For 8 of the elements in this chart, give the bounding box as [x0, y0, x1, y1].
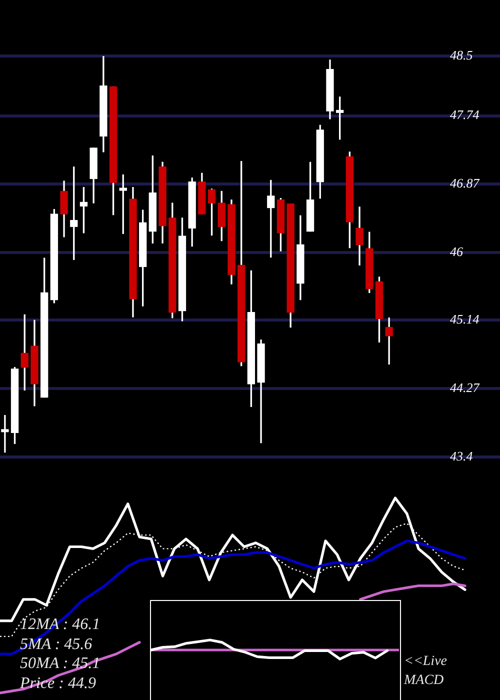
y-tick-label: 43.4 — [450, 448, 474, 464]
y-tick-label: 44.27 — [450, 380, 480, 396]
y-tick-label: 46 — [450, 244, 464, 259]
y-tick-label: 47.74 — [450, 107, 480, 122]
y-tick-label: 46.87 — [450, 176, 480, 191]
y-tick-label: 45.14 — [450, 312, 480, 327]
annotation: <<Live MACD — [404, 653, 448, 690]
y-tick-label: 48.5 — [450, 47, 474, 62]
